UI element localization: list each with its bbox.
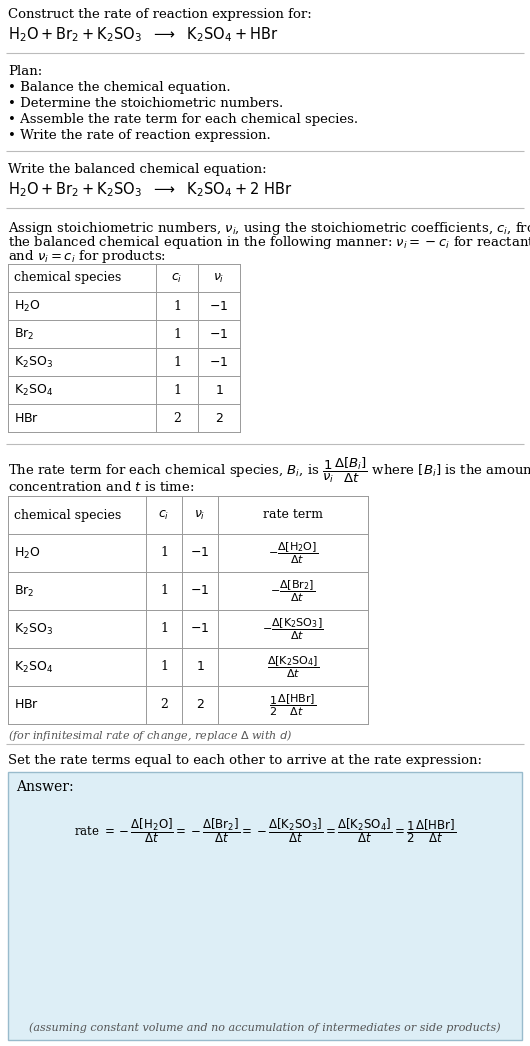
- Text: concentration and $t$ is time:: concentration and $t$ is time:: [8, 480, 195, 494]
- Text: Write the balanced chemical equation:: Write the balanced chemical equation:: [8, 163, 267, 176]
- Text: $-1$: $-1$: [190, 622, 209, 636]
- Text: 1: 1: [173, 327, 181, 341]
- Text: 2: 2: [160, 699, 168, 711]
- Text: $-1$: $-1$: [209, 356, 228, 368]
- Text: $\mathrm{HBr}$: $\mathrm{HBr}$: [14, 411, 39, 425]
- Text: • Write the rate of reaction expression.: • Write the rate of reaction expression.: [8, 129, 271, 142]
- Text: $2$: $2$: [196, 699, 204, 711]
- Text: $\mathrm{K_2SO_4}$: $\mathrm{K_2SO_4}$: [14, 659, 53, 675]
- Text: Plan:: Plan:: [8, 65, 42, 78]
- Text: $\mathrm{H_2O + Br_2 + K_2SO_3}$  $\longrightarrow$  $\mathrm{K_2SO_4 + 2\ HBr}$: $\mathrm{H_2O + Br_2 + K_2SO_3}$ $\longr…: [8, 180, 293, 199]
- Text: 2: 2: [173, 411, 181, 425]
- Text: • Balance the chemical equation.: • Balance the chemical equation.: [8, 81, 231, 94]
- Text: 1: 1: [160, 546, 168, 560]
- Text: rate $= -\dfrac{\Delta[\mathrm{H_2O}]}{\Delta t} = -\dfrac{\Delta[\mathrm{Br_2}]: rate $= -\dfrac{\Delta[\mathrm{H_2O}]}{\…: [74, 816, 456, 845]
- Text: $-1$: $-1$: [209, 327, 228, 341]
- Text: $c_i$: $c_i$: [171, 272, 183, 285]
- Text: rate term: rate term: [263, 508, 323, 522]
- Text: $\mathrm{H_2O}$: $\mathrm{H_2O}$: [14, 545, 41, 561]
- Text: $2$: $2$: [215, 411, 223, 425]
- Text: 1: 1: [173, 384, 181, 396]
- Text: chemical species: chemical species: [14, 508, 121, 522]
- Text: 1: 1: [160, 585, 168, 597]
- Text: $-1$: $-1$: [190, 585, 209, 597]
- Text: $\mathrm{Br_2}$: $\mathrm{Br_2}$: [14, 584, 34, 598]
- Text: $c_i$: $c_i$: [158, 508, 170, 522]
- Text: $\mathrm{H_2O + Br_2 + K_2SO_3}$  $\longrightarrow$  $\mathrm{K_2SO_4 + HBr}$: $\mathrm{H_2O + Br_2 + K_2SO_3}$ $\longr…: [8, 25, 278, 44]
- Text: $\mathrm{K_2SO_4}$: $\mathrm{K_2SO_4}$: [14, 383, 53, 397]
- Text: $\nu_i$: $\nu_i$: [195, 508, 206, 522]
- Text: $\mathrm{K_2SO_3}$: $\mathrm{K_2SO_3}$: [14, 621, 53, 637]
- Text: $1$: $1$: [215, 384, 223, 396]
- Text: • Determine the stoichiometric numbers.: • Determine the stoichiometric numbers.: [8, 97, 283, 110]
- Text: the balanced chemical equation in the following manner: $\nu_i = -c_i$ for react: the balanced chemical equation in the fo…: [8, 234, 530, 251]
- Text: chemical species: chemical species: [14, 272, 121, 285]
- Text: Assign stoichiometric numbers, $\nu_i$, using the stoichiometric coefficients, $: Assign stoichiometric numbers, $\nu_i$, …: [8, 220, 530, 237]
- Text: $\nu_i$: $\nu_i$: [213, 272, 225, 285]
- Text: $-\dfrac{\Delta[\mathrm{H_2O}]}{\Delta t}$: $-\dfrac{\Delta[\mathrm{H_2O}]}{\Delta t…: [268, 541, 318, 566]
- Text: $-1$: $-1$: [190, 546, 209, 560]
- Text: $\mathrm{H_2O}$: $\mathrm{H_2O}$: [14, 298, 41, 314]
- Text: $-\dfrac{\Delta[\mathrm{Br_2}]}{\Delta t}$: $-\dfrac{\Delta[\mathrm{Br_2}]}{\Delta t…: [270, 578, 315, 604]
- Text: (for infinitesimal rate of change, replace $\Delta$ with $d$): (for infinitesimal rate of change, repla…: [8, 728, 293, 743]
- Text: • Assemble the rate term for each chemical species.: • Assemble the rate term for each chemic…: [8, 113, 358, 126]
- Text: $\dfrac{\Delta[\mathrm{K_2SO_4}]}{\Delta t}$: $\dfrac{\Delta[\mathrm{K_2SO_4}]}{\Delta…: [267, 654, 319, 680]
- Text: 1: 1: [173, 299, 181, 313]
- FancyBboxPatch shape: [8, 772, 522, 1040]
- Text: Answer:: Answer:: [16, 780, 74, 794]
- Text: $-\dfrac{\Delta[\mathrm{K_2SO_3}]}{\Delta t}$: $-\dfrac{\Delta[\mathrm{K_2SO_3}]}{\Delt…: [262, 616, 324, 642]
- Text: and $\nu_i = c_i$ for products:: and $\nu_i = c_i$ for products:: [8, 248, 166, 265]
- Text: 1: 1: [173, 356, 181, 368]
- Text: The rate term for each chemical species, $B_i$, is $\dfrac{1}{\nu_i}\dfrac{\Delt: The rate term for each chemical species,…: [8, 456, 530, 485]
- Text: 1: 1: [160, 660, 168, 674]
- Text: 1: 1: [160, 622, 168, 636]
- Text: (assuming constant volume and no accumulation of intermediates or side products): (assuming constant volume and no accumul…: [29, 1022, 501, 1032]
- Text: $\mathrm{HBr}$: $\mathrm{HBr}$: [14, 699, 39, 711]
- Text: $\mathrm{Br_2}$: $\mathrm{Br_2}$: [14, 326, 34, 342]
- Text: $\mathrm{K_2SO_3}$: $\mathrm{K_2SO_3}$: [14, 355, 53, 369]
- Text: Set the rate terms equal to each other to arrive at the rate expression:: Set the rate terms equal to each other t…: [8, 754, 482, 767]
- Text: Construct the rate of reaction expression for:: Construct the rate of reaction expressio…: [8, 8, 312, 21]
- Text: $1$: $1$: [196, 660, 205, 674]
- Text: $-1$: $-1$: [209, 299, 228, 313]
- Text: $\dfrac{1}{2}\dfrac{\Delta[\mathrm{HBr}]}{\Delta t}$: $\dfrac{1}{2}\dfrac{\Delta[\mathrm{HBr}]…: [269, 692, 316, 718]
